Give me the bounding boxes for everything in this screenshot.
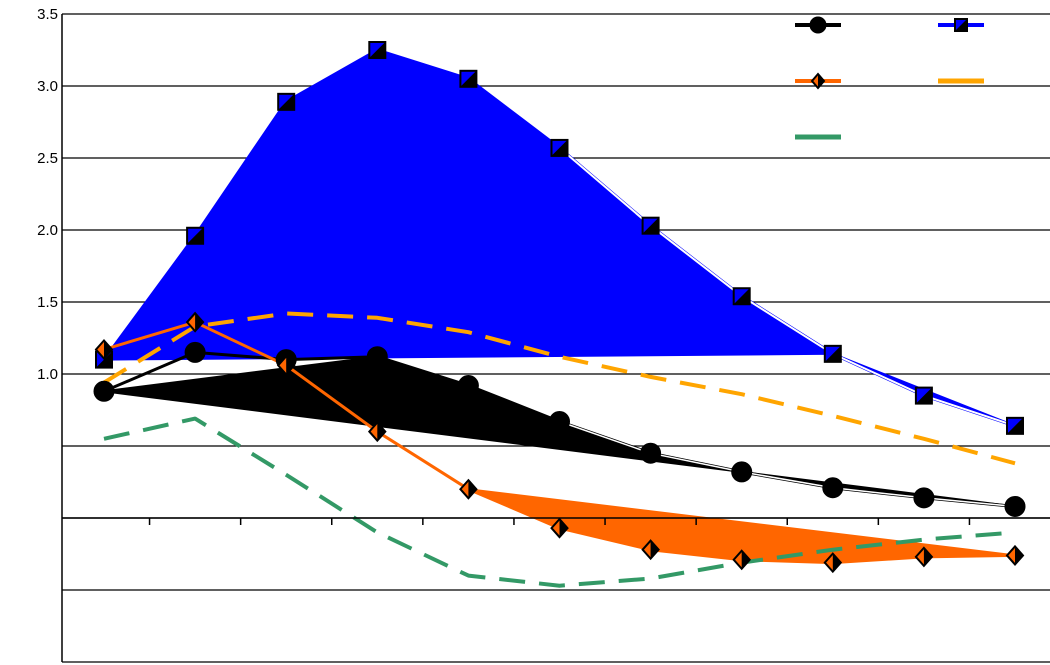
data-point-orange <box>550 517 569 539</box>
y-tick-label: 2.0 <box>37 222 58 239</box>
series-markers <box>93 41 1026 574</box>
series-line-gold-dash <box>102 311 1016 466</box>
axes <box>61 14 1050 662</box>
data-point-orange <box>94 339 114 361</box>
y-tick-label: 1.5 <box>37 294 58 311</box>
y-tick-label: 2.5 <box>37 150 58 167</box>
data-point-blue <box>459 69 478 88</box>
data-point-orange <box>367 421 387 443</box>
data-point-black <box>731 461 753 483</box>
data-point-blue <box>368 41 387 59</box>
legend-entry-blue <box>938 18 984 32</box>
data-point-black <box>549 411 570 433</box>
series-fill-blue <box>103 49 1016 427</box>
legend-marker-black <box>809 16 827 34</box>
data-point-orange <box>185 311 205 333</box>
data-point-black <box>93 380 115 402</box>
y-tick-label: 1.0 <box>37 366 58 383</box>
data-point-blue <box>732 287 751 306</box>
data-point-orange <box>823 552 843 574</box>
data-point-orange <box>1005 544 1025 566</box>
data-point-black <box>1004 495 1026 517</box>
data-point-blue <box>823 344 842 363</box>
data-point-orange <box>276 354 296 376</box>
y-tick-label: 3.5 <box>37 6 58 23</box>
data-point-blue <box>186 226 205 245</box>
legend-marker-orange <box>810 72 826 90</box>
data-point-orange <box>641 539 660 561</box>
series-line-black-highlight <box>559 420 1016 508</box>
data-point-orange <box>732 549 752 571</box>
series-line-blue-highlight <box>558 147 1016 427</box>
data-point-blue <box>914 386 933 405</box>
data-point-black <box>184 341 206 363</box>
y-tick-labels: 3.5 3.0 2.5 2.0 1.5 1.0 <box>37 6 58 383</box>
data-point-black <box>640 442 662 464</box>
y-tick-label: 3.0 <box>37 78 58 95</box>
data-point-black <box>366 346 388 368</box>
data-point-blue <box>641 216 660 235</box>
legend-marker-blue <box>954 18 968 32</box>
data-point-black <box>822 477 844 499</box>
series-fills <box>103 49 1016 564</box>
data-point-orange <box>459 478 478 500</box>
legend-entry-orange <box>795 72 841 90</box>
data-point-blue <box>277 92 296 111</box>
data-point-blue <box>1006 416 1024 435</box>
legend-entry-black <box>795 16 841 34</box>
legend <box>795 16 984 140</box>
data-point-black <box>913 487 935 509</box>
series-line-green-dash <box>103 416 1016 588</box>
data-point-orange <box>914 546 934 568</box>
data-point-blue <box>550 138 569 157</box>
data-point-black <box>457 375 479 397</box>
